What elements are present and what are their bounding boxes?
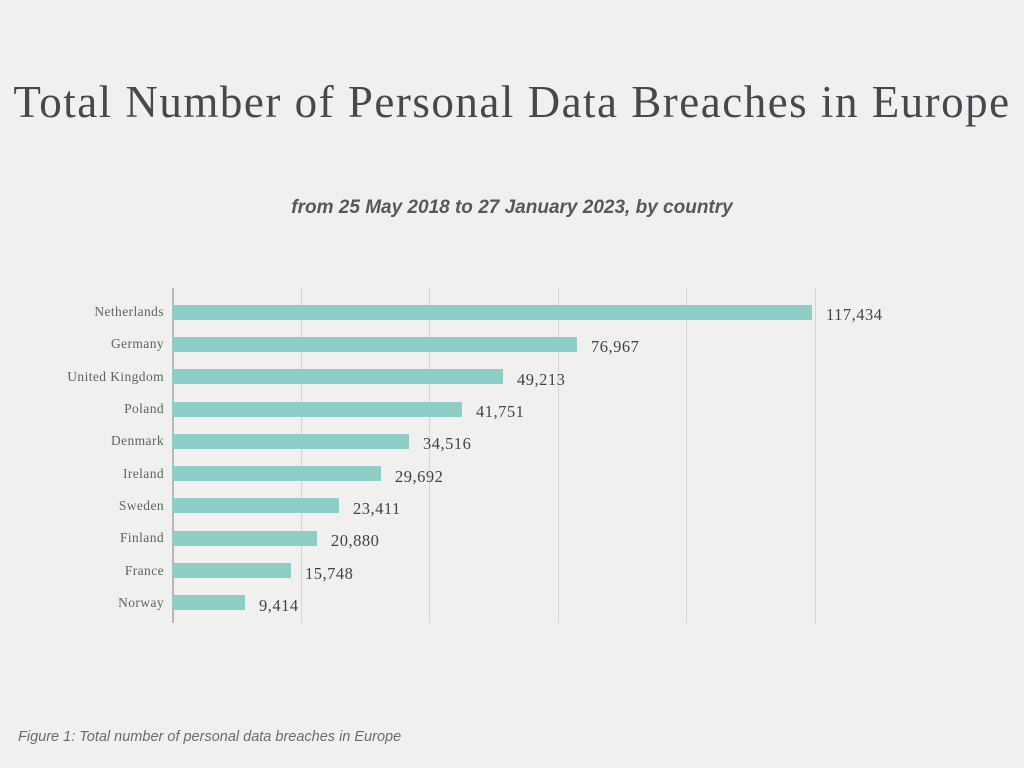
bar-row: Sweden 23,411 [0,490,1024,522]
bar-row: Ireland 29,692 [0,457,1024,489]
data-bar [172,466,381,482]
bar-row: France 15,748 [0,554,1024,586]
plot-area [172,288,816,623]
value-label: 20,880 [331,531,380,551]
bar-row: United Kingdom 49,213 [0,361,1024,393]
category-label: Netherlands [94,304,164,320]
chart-subtitle: from 25 May 2018 to 27 January 2023, by … [291,197,733,218]
data-bar [172,369,503,385]
data-bar [172,304,812,320]
bar-row: Denmark 34,516 [0,425,1024,457]
value-label: 9,414 [259,595,299,615]
data-bar [172,401,462,417]
value-label: 34,516 [423,434,472,454]
value-label: 49,213 [517,369,566,389]
figure-caption: Figure 1: Total number of personal data … [18,729,402,745]
bar-rows: Netherlands 117,434 Germany 76,967 United Ki… [0,296,1024,619]
bar-row: Netherlands 117,434 [0,296,1024,328]
chart-title: Total Number of Personal Data Breaches i… [13,77,1011,127]
data-bar [172,530,317,546]
category-label: Denmark [110,433,164,449]
category-label: France [124,562,164,578]
value-label: 76,967 [591,337,640,357]
bar-row: Norway 9,414 [0,587,1024,619]
gridline [300,288,302,623]
gridline [815,288,816,623]
data-bar [172,563,291,579]
data-bar [172,336,577,352]
category-label: United Kingdom [67,368,164,384]
data-bar [172,498,339,514]
value-label: 41,751 [476,402,525,422]
data-bar [172,433,409,449]
category-label: Sweden [118,497,164,513]
y-axis-line [172,288,174,623]
category-label: Norway [118,594,164,610]
category-label: Germany [110,336,164,352]
value-label: 23,411 [353,498,401,518]
gridline [557,288,559,623]
category-label: Finland [119,530,164,546]
gridline [429,288,431,623]
bar-row: Germany 76,967 [0,328,1024,360]
data-bar [172,595,245,611]
category-label: Ireland [122,465,164,481]
gridline [686,288,688,623]
bar-row: Finland 20,880 [0,522,1024,554]
category-label: Poland [124,401,164,417]
value-label: 117,434 [826,305,883,325]
bar-row: Poland 41,751 [0,393,1024,425]
value-label: 15,748 [305,563,354,583]
value-label: 29,692 [395,466,444,486]
